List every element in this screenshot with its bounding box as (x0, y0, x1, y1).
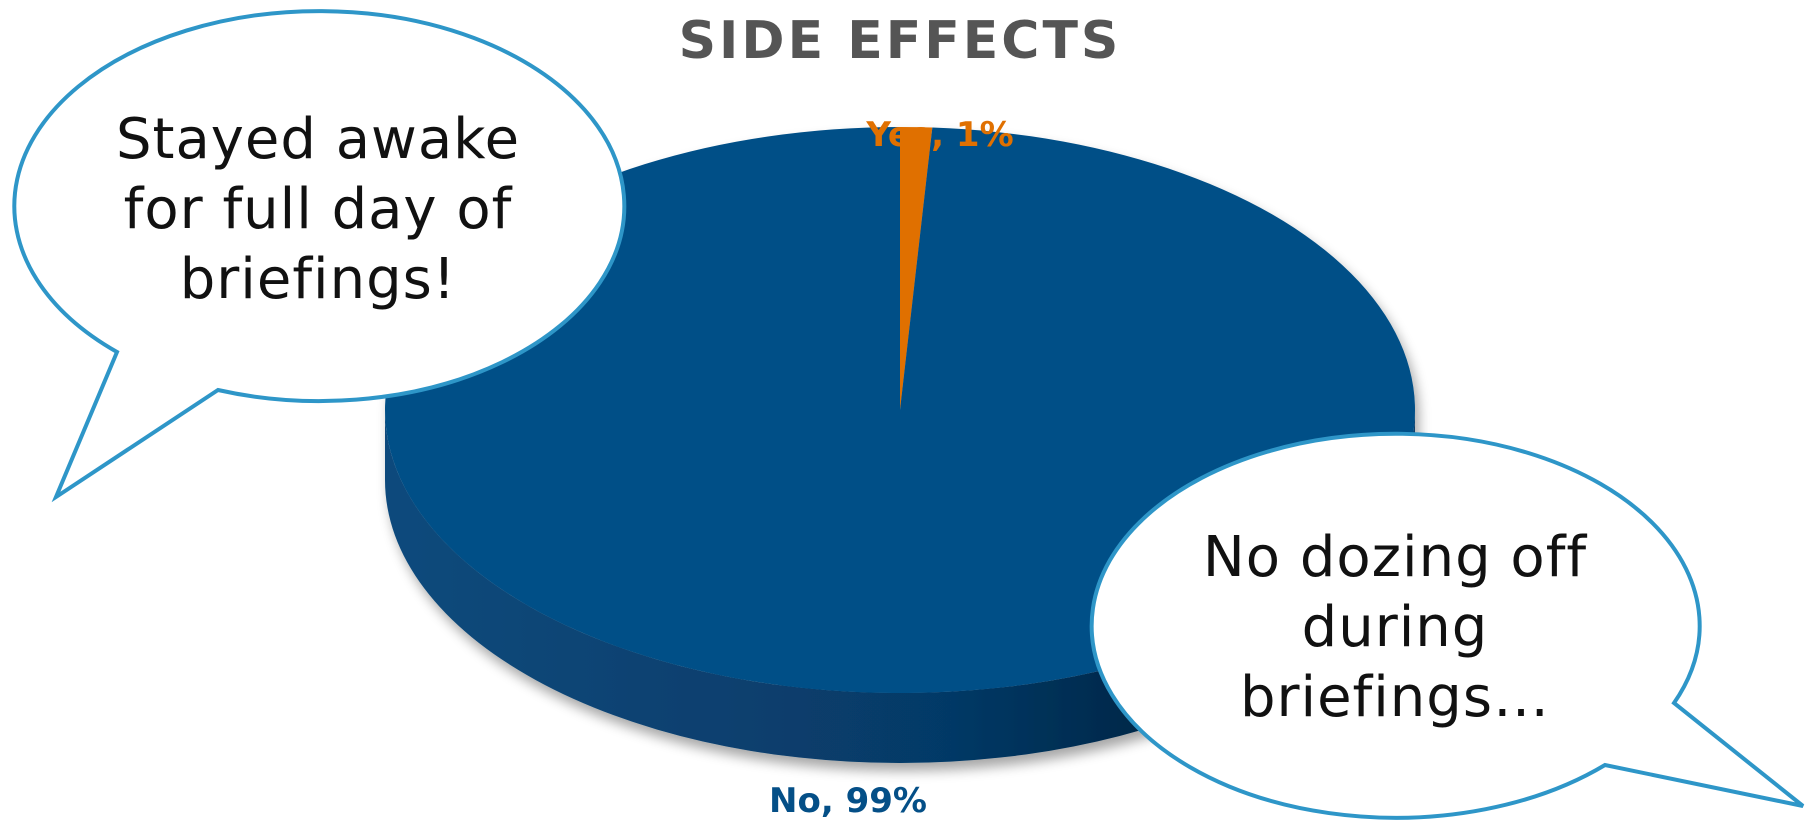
callout-left-line-1: Stayed awake (116, 107, 520, 172)
slice-label-no: No, 99% (769, 781, 927, 821)
callout-right: No dozing off during briefings… (1089, 431, 1805, 820)
chart-title: SIDE EFFECTS (679, 11, 1122, 71)
callout-right-bubble (1089, 431, 1805, 820)
callout-left: Stayed awake for full day of briefings! (12, 9, 627, 503)
pie-slice-yes (900, 127, 933, 410)
callout-left-line-2: for full day of (124, 177, 513, 242)
callout-right-line-2: during (1302, 595, 1489, 660)
callout-right-line-3: briefings… (1240, 665, 1550, 730)
slice-label-yes: Yes, 1% (865, 115, 1013, 155)
callout-left-line-3: briefings! (180, 247, 457, 312)
callout-left-bubble (12, 9, 627, 503)
callout-right-line-1: No dozing off (1203, 525, 1588, 590)
